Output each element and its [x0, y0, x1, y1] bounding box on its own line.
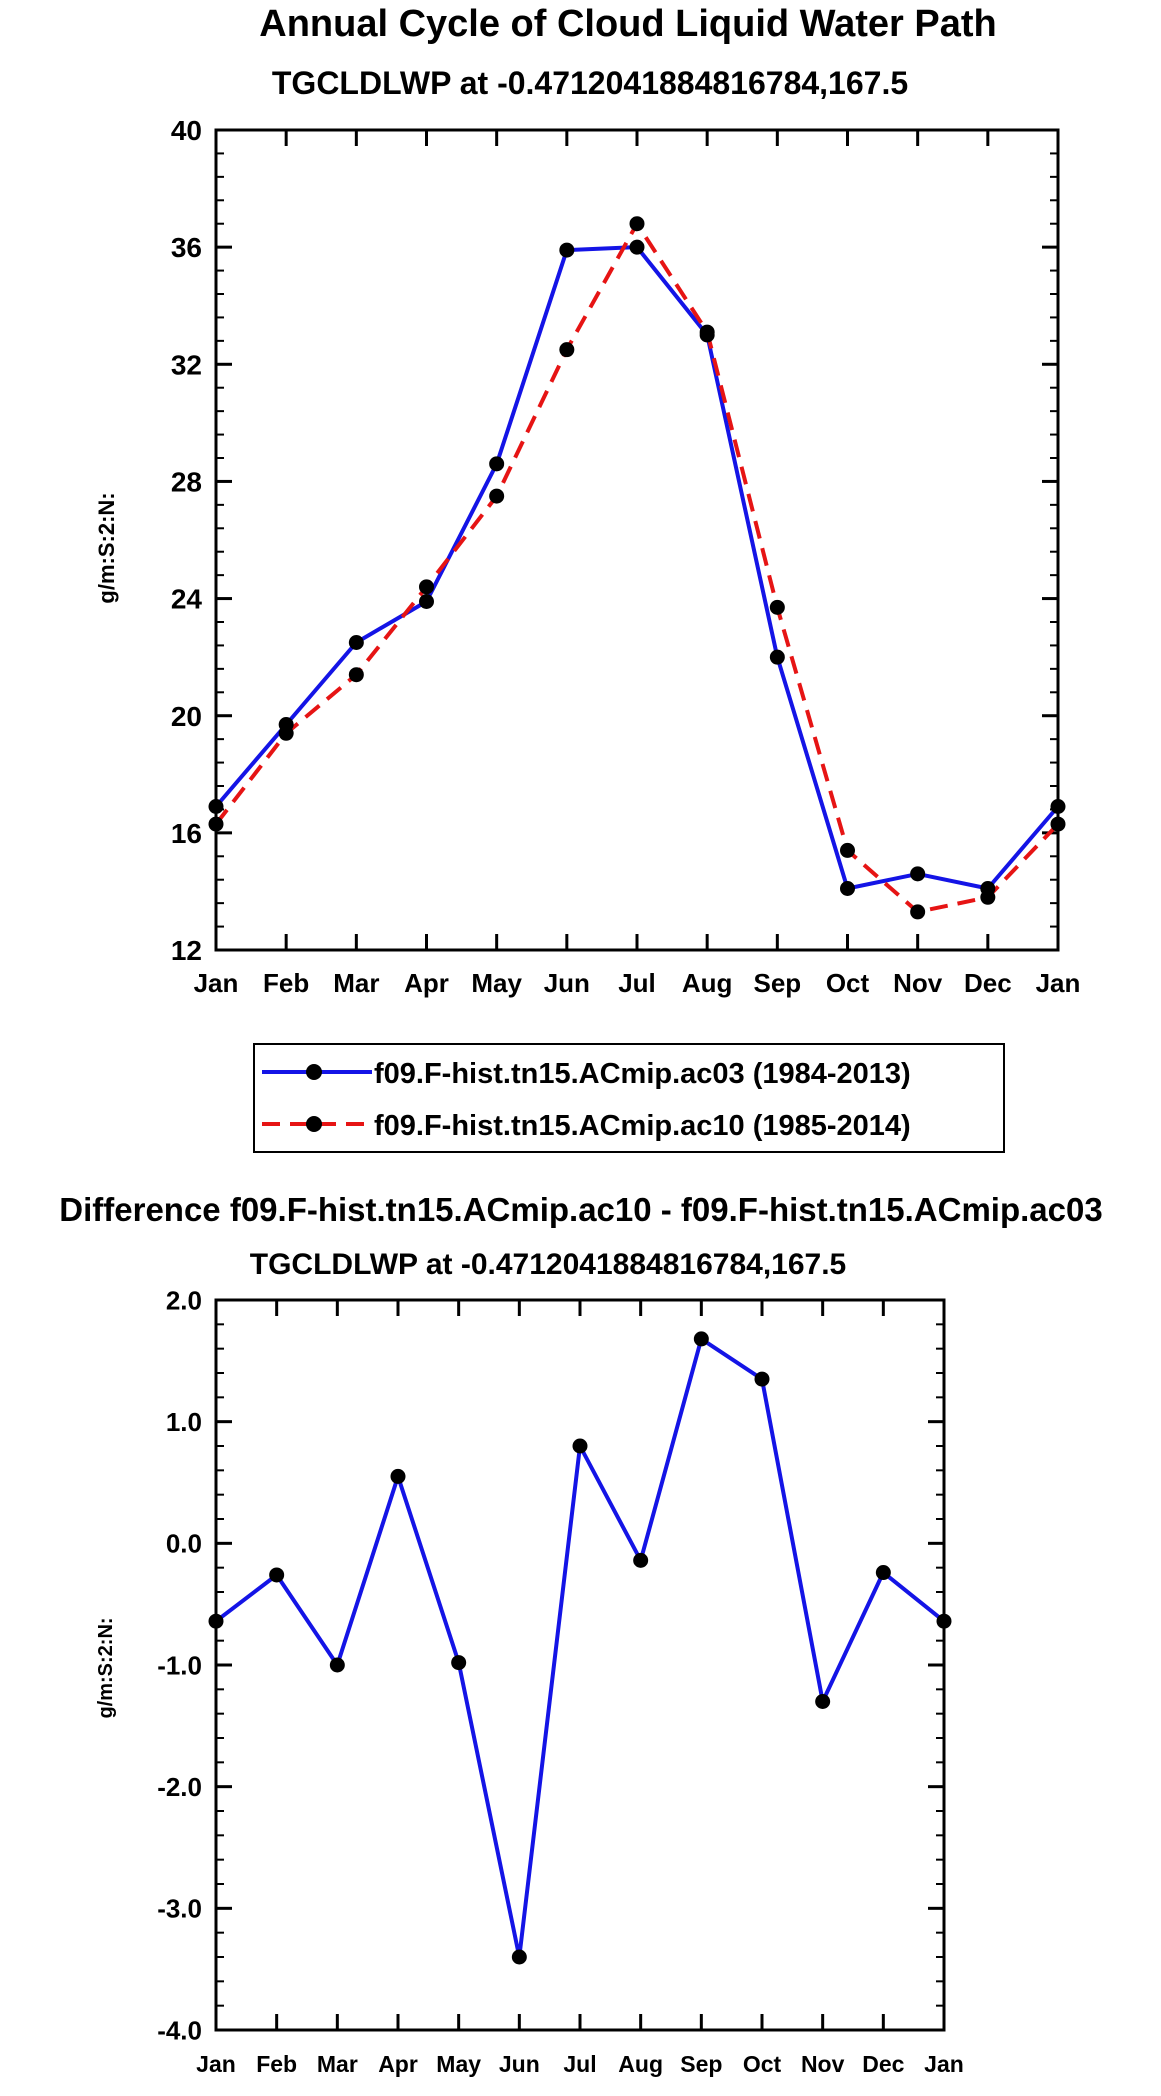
top-chart-title: Annual Cycle of Cloud Liquid Water Path: [259, 3, 997, 45]
x-tick-label: Mar: [333, 968, 379, 998]
x-tick-label: Oct: [826, 968, 870, 998]
bottom-chart-title: Difference f09.F-hist.tn15.ACmip.ac10 - …: [59, 1191, 1102, 1228]
x-tick-label: Aug: [618, 2051, 663, 2077]
series-1-point: [840, 881, 855, 896]
series-2-point: [980, 889, 996, 905]
series-2-point: [208, 816, 224, 832]
bottom-chart-ylabel: g/m:S:2:N:: [95, 1617, 117, 1718]
x-tick-label: May: [471, 968, 522, 998]
series-2-point: [910, 904, 926, 920]
series-1-point: [208, 1613, 224, 1629]
x-tick-label: Jan: [924, 2051, 964, 2077]
y-tick-label: 28: [171, 467, 202, 498]
series-1-point: [489, 456, 505, 472]
x-tick-label: Jan: [1036, 968, 1081, 998]
x-tick-label: Oct: [743, 2051, 782, 2077]
series-1-point: [629, 239, 645, 255]
series-line-1: [214, 245, 1060, 891]
series-2-point: [489, 488, 505, 504]
top-chart-subtitle: TGCLDLWP at -0.4712041884816784,167.5: [272, 65, 908, 101]
series-1-point: [348, 635, 364, 650]
legend-marker-series2: [306, 1116, 322, 1132]
series-2-point: [769, 599, 785, 615]
series-1-point: [910, 866, 926, 882]
series-2-point: [348, 667, 364, 683]
legend-label-series1: f09.F-hist.tn15.ACmip.ac03 (1984-2013): [374, 1058, 911, 1090]
series-2-point: [1050, 816, 1066, 832]
legend-label-series2: f09.F-hist.tn15.ACmip.ac10 (1985-2014): [374, 1110, 911, 1142]
series-2-point: [629, 216, 645, 232]
x-tick-label: Nov: [893, 968, 943, 998]
series-2-point: [840, 842, 855, 858]
series-1-point: [769, 649, 785, 665]
series-1-point: [936, 1613, 952, 1629]
difference-chart: Difference f09.F-hist.tn15.ACmip.ac10 - …: [59, 1191, 1102, 2077]
y-tick-label: 2.0: [166, 1285, 202, 1315]
y-tick-label: 0.0: [166, 1529, 202, 1559]
bottom-axes: -4.0 -3.0 -2.0 -1.0 0.0 1.0 2.0 Jan Feb Mar Apr May…: [157, 1285, 964, 2077]
series-2-point: [419, 579, 434, 595]
series-1-point: [559, 242, 575, 258]
series-1-point: [754, 1371, 770, 1387]
annual-cycle-chart: Annual Cycle of Cloud Liquid Water Path …: [94, 3, 1081, 1153]
x-tick-label: Aug: [682, 968, 733, 998]
series-1-point: [269, 1567, 285, 1583]
series-1-point: [451, 1655, 467, 1671]
x-tick-label: Mar: [317, 2051, 358, 2077]
y-tick-label: 1.0: [166, 1407, 202, 1437]
y-tick-label: 24: [171, 584, 203, 615]
series-2-point: [559, 342, 575, 358]
y-tick-label: -1.0: [157, 1650, 202, 1680]
y-tick-label: 16: [171, 818, 202, 849]
y-tick-label: 32: [171, 349, 202, 380]
y-tick-label: 12: [171, 935, 202, 966]
x-tick-label: Dec: [862, 2051, 904, 2077]
top-axes: 12 16 20 24 28 32 36 40 Jan Feb Mar Apr May Jun Jul Aug…: [171, 115, 1081, 998]
x-tick-label: Jul: [563, 2051, 596, 2077]
top-chart-ylabel: g/m:S:2:N:: [94, 492, 119, 603]
bottom-series: [208, 1331, 952, 1965]
x-tick-label: May: [436, 2051, 481, 2077]
legend-marker-series1: [306, 1064, 322, 1080]
series-1-point: [875, 1565, 891, 1581]
x-tick-label: Sep: [680, 2051, 722, 2077]
y-tick-label: 40: [171, 115, 202, 146]
y-tick-label: -2.0: [157, 1772, 202, 1802]
series-1-point: [419, 594, 434, 609]
bottom-chart-subtitle: TGCLDLWP at -0.4712041884816784,167.5: [250, 1248, 846, 1281]
x-tick-label: Jan: [194, 968, 239, 998]
y-tick-label: 20: [171, 701, 202, 732]
x-tick-label: Dec: [964, 968, 1012, 998]
x-tick-label: Feb: [263, 968, 309, 998]
series-2-point: [699, 324, 715, 340]
x-tick-label: Nov: [801, 2051, 845, 2077]
y-tick-label: -3.0: [157, 1894, 202, 1924]
series-line-1: [214, 1336, 946, 1959]
bottom-plot-frame: [214, 1298, 946, 2032]
x-tick-label: Jan: [196, 2051, 236, 2077]
x-tick-label: Feb: [256, 2051, 297, 2077]
series-2-point: [278, 725, 294, 741]
series-1-point: [693, 1331, 709, 1347]
y-tick-label: -4.0: [157, 2015, 202, 2045]
x-tick-label: Sep: [753, 968, 801, 998]
series-1-point: [511, 1949, 527, 1965]
x-tick-label: Jun: [499, 2051, 540, 2077]
series-1-point: [815, 1694, 831, 1709]
x-tick-label: Apr: [378, 2051, 418, 2077]
series-1-point: [329, 1657, 345, 1673]
series-1-point: [1050, 799, 1066, 814]
series-1-point: [572, 1438, 588, 1454]
series-line-2: [214, 221, 1060, 914]
y-tick-label: 36: [171, 232, 202, 263]
x-tick-label: Apr: [404, 968, 449, 998]
x-tick-label: Jul: [618, 968, 656, 998]
series-1-point: [633, 1552, 649, 1568]
x-tick-label: Jun: [544, 968, 590, 998]
top-series: [208, 216, 1066, 920]
series-1-point: [208, 799, 224, 814]
series-1-point: [390, 1468, 406, 1484]
top-legend-box: [253, 1043, 1005, 1153]
